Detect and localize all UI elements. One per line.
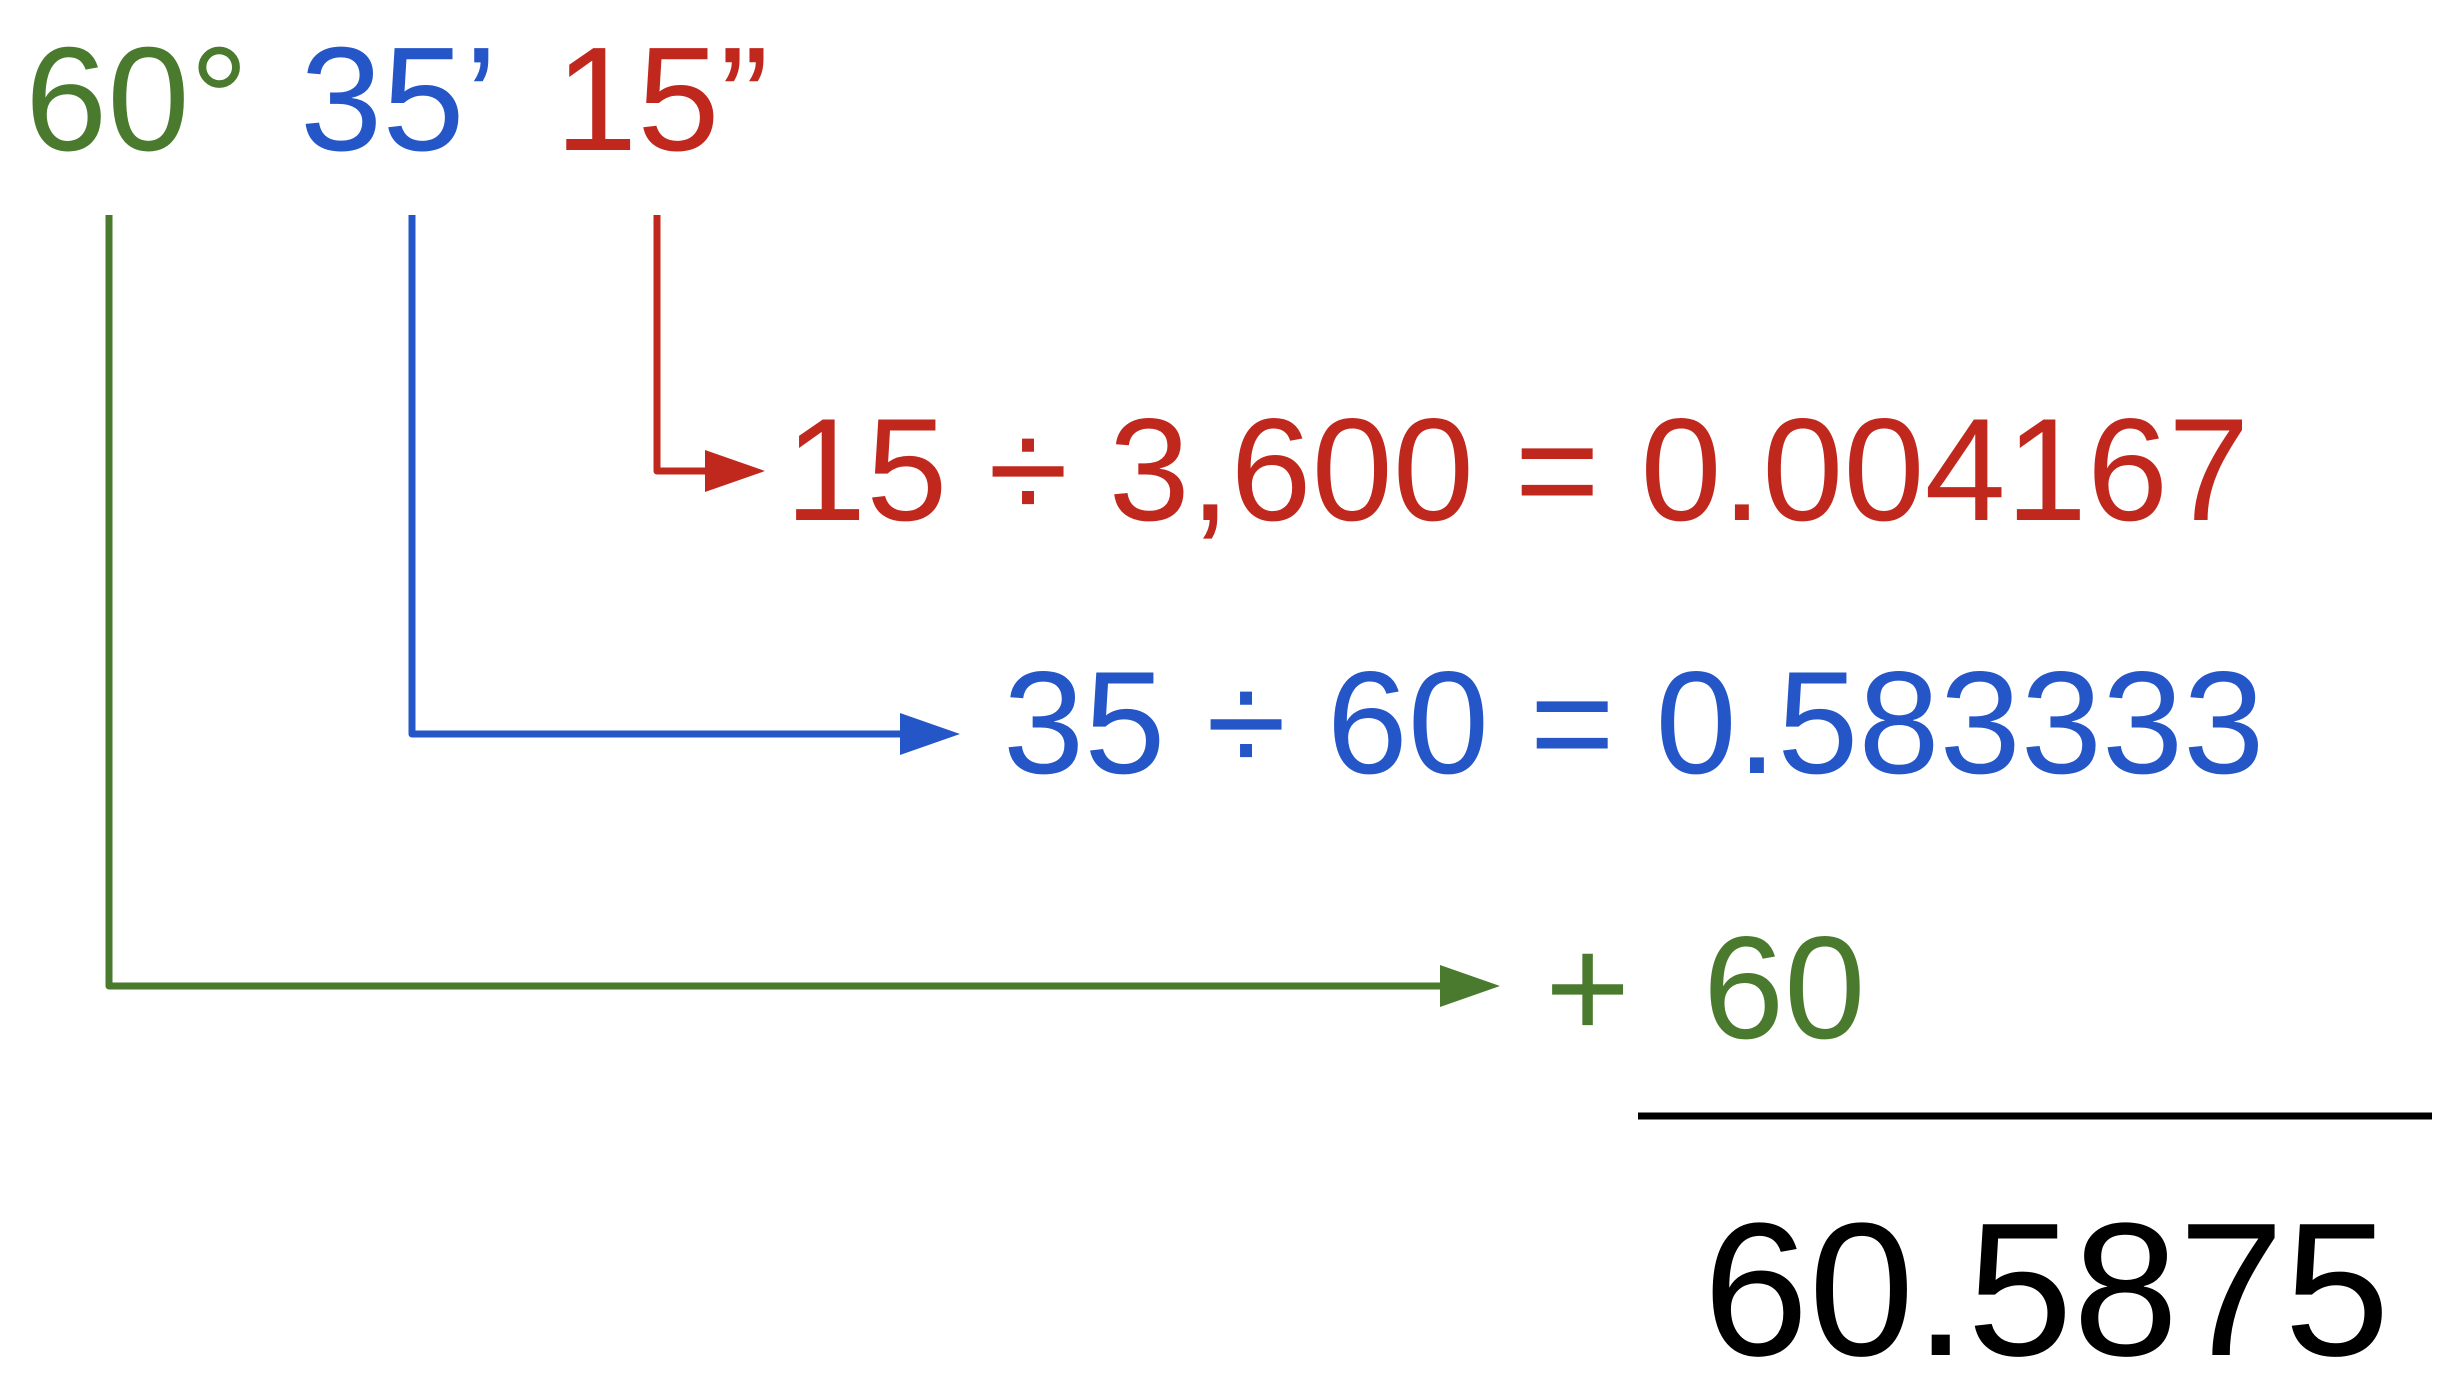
degrees-value: 60 <box>1703 906 1865 1069</box>
plus-sign: + <box>1545 906 1630 1069</box>
minutes-conversion-expression: 35 ÷ 60 = 0.583333 <box>1003 641 2264 804</box>
seconds-connector-line <box>653 215 710 475</box>
degrees-connector-line <box>105 215 1445 990</box>
minutes-arrowhead <box>900 713 960 755</box>
degrees-arrowhead <box>1440 965 1500 1007</box>
degrees-label: 60° <box>25 17 249 182</box>
seconds-conversion-expression: 15 ÷ 3,600 = 0.004167 <box>785 388 2249 551</box>
minutes-label: 35’ <box>300 17 498 182</box>
seconds-arrowhead <box>705 450 765 492</box>
minutes-connector-line <box>408 215 905 738</box>
seconds-label: 15” <box>555 17 769 182</box>
decimal-result: 60.5875 <box>1703 1184 2390 1392</box>
